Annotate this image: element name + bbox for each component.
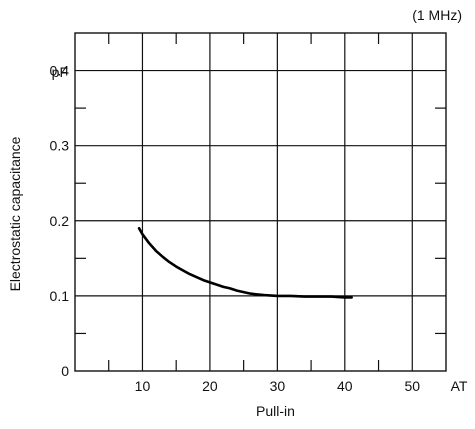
y-axis-title: Electrostatic capacitance [7,136,23,291]
x-tick-label: 20 [202,378,218,394]
y-tick-label: 0.2 [50,213,70,229]
y-tick-label: 0 [61,363,69,379]
y-tick-labels: 0 0.1 0.2 0.3 0.4 [50,63,70,379]
y-tick-label: 0.3 [50,138,70,154]
y-tick-label: 0.4 [50,63,70,79]
x-tick-label: 10 [135,378,151,394]
x-axis-title: Pull-in [256,403,295,419]
x-tick-labels: 10 20 30 40 50 [135,378,421,394]
y-unit-label: pF [52,64,68,80]
x-tick-label: 40 [337,378,353,394]
frequency-annotation: (1 MHz) [412,7,462,23]
minor-ticks [75,33,446,371]
y-tick-label: 0.1 [50,288,70,304]
x-tick-label: 30 [270,378,286,394]
plot-frame [74,32,447,372]
capacitance-curve [137,227,353,299]
x-tick-label: 50 [404,378,420,394]
x-unit-label: AT [451,378,468,394]
grid-lines [75,33,446,371]
